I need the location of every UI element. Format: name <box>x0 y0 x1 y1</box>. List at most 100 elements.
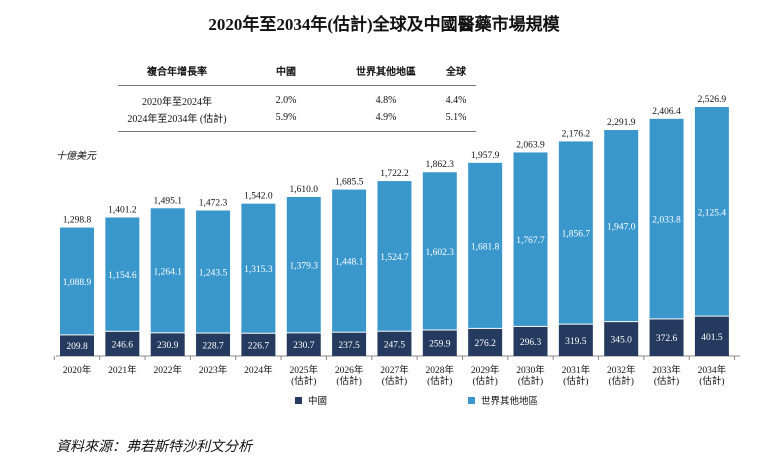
x-tick-label: (估計) <box>654 375 679 387</box>
x-tick-label: 2031年 <box>562 364 591 376</box>
label-rest-of-world: 2,033.8 <box>652 216 681 226</box>
label-total: 1,610.0 <box>290 185 319 195</box>
label-china: 230.9 <box>157 341 179 351</box>
label-rest-of-world: 1,264.1 <box>153 267 182 277</box>
label-rest-of-world: 1,088.9 <box>63 278 92 288</box>
bar-rest-of-world <box>150 208 185 333</box>
bar-china <box>422 330 457 356</box>
bar-china <box>105 331 140 356</box>
label-rest-of-world: 1,315.3 <box>244 265 273 275</box>
x-tick-label: 2034年 <box>698 364 727 376</box>
label-total: 2,063.9 <box>516 140 545 150</box>
cell: 4.9% <box>336 109 436 132</box>
label-total: 1,401.2 <box>108 205 137 215</box>
bar-china <box>241 333 276 356</box>
bar-rest-of-world <box>241 203 276 333</box>
x-tick-label: (估計) <box>563 375 588 387</box>
bar-rest-of-world <box>377 181 412 331</box>
label-rest-of-world: 1,856.7 <box>562 230 591 240</box>
label-rest-of-world: 1,767.7 <box>516 236 545 246</box>
x-tick-label: (估計) <box>472 375 497 387</box>
label-china: 246.6 <box>112 340 134 350</box>
x-tick-label: (估計) <box>518 375 543 387</box>
x-tick-label: (估計) <box>609 375 634 387</box>
bar-rest-of-world <box>332 189 367 332</box>
header-cagr: 複合年增長率 <box>118 60 236 86</box>
cell: 5.1% <box>436 109 476 132</box>
x-tick-label: (估計) <box>699 375 724 387</box>
bar-rest-of-world <box>604 130 639 322</box>
bar-china <box>468 328 503 356</box>
label-total: 1,685.5 <box>335 178 364 188</box>
bar-china <box>60 335 94 356</box>
label-china: 247.5 <box>384 340 406 350</box>
bar-rest-of-world <box>694 107 729 316</box>
cell: 4.8% <box>375 95 397 106</box>
label-total: 2,291.9 <box>607 118 636 128</box>
legend-swatch <box>468 397 475 404</box>
bar-rest-of-world <box>513 152 548 326</box>
label-total: 1,722.2 <box>380 169 409 179</box>
label-china: 401.5 <box>701 333 723 343</box>
label-china: 372.6 <box>656 334 678 344</box>
source-note: 資料來源：弗若斯特沙利文分析 <box>56 440 252 455</box>
x-tick-label: (估計) <box>336 375 361 387</box>
label-china: 228.7 <box>202 341 224 351</box>
cell: 2020年至2024年 <box>142 97 212 108</box>
bar-china <box>558 324 593 356</box>
x-tick-label: 2024年 <box>244 364 273 376</box>
label-rest-of-world: 1,602.3 <box>426 248 455 258</box>
table-row: 2024年至2034年 (估計) 5.9% 4.9% 5.1% <box>118 109 476 132</box>
label-china: 296.3 <box>520 338 542 348</box>
bar-china <box>604 322 639 356</box>
bar-rest-of-world <box>105 217 140 331</box>
label-china: 259.9 <box>429 340 451 350</box>
label-china: 230.7 <box>293 341 315 351</box>
cell: 2024年至2034年 (估計) <box>118 109 236 132</box>
bar-china <box>196 333 231 356</box>
label-total: 1,495.1 <box>153 196 182 206</box>
label-china: 209.8 <box>66 342 88 352</box>
label-total: 1,957.9 <box>471 151 500 161</box>
x-tick-label: 2023年 <box>199 364 228 376</box>
label-total: 1,298.8 <box>63 216 92 226</box>
x-tick-label: (估計) <box>427 375 452 387</box>
cell: 4.4% <box>445 95 467 106</box>
label-total: 1,472.3 <box>199 199 228 209</box>
x-tick-label: 2028年 <box>426 364 455 376</box>
label-china: 319.5 <box>565 337 587 347</box>
bar-china <box>150 333 185 356</box>
bar-rest-of-world <box>60 227 94 335</box>
x-tick-label: 2029年 <box>471 364 500 376</box>
legend-swatch <box>295 397 302 404</box>
bar-china <box>332 332 367 356</box>
x-tick-label: 2032年 <box>607 364 636 376</box>
cell: 5.9% <box>236 109 336 132</box>
bar-china <box>377 331 412 356</box>
x-tick-label: 2026年 <box>335 364 364 376</box>
header-rest: 世界其他地區 <box>336 60 436 86</box>
bar-china <box>649 319 684 356</box>
page-title: 2020年至2034年(估計)全球及中國醫藥市場規模 <box>208 15 560 34</box>
legend-label: 世界其他地區 <box>481 395 538 407</box>
bar-china <box>694 316 729 356</box>
label-rest-of-world: 1,681.8 <box>471 242 500 252</box>
label-total: 1,542.0 <box>244 192 273 202</box>
x-tick-label: 2022年 <box>153 364 182 376</box>
bar-rest-of-world <box>649 118 684 319</box>
table-row: 2020年至2024年 2.0% 4.8% 4.4% <box>118 86 476 110</box>
label-rest-of-world: 2,125.4 <box>698 208 727 218</box>
bar-rest-of-world <box>468 162 503 328</box>
label-total: 2,526.9 <box>698 95 727 105</box>
label-china: 237.5 <box>338 341 360 351</box>
header-china: 中國 <box>236 60 336 86</box>
cell: 2.0% <box>275 95 297 106</box>
label-rest-of-world: 1,379.3 <box>290 262 319 272</box>
legend-label: 中國 <box>308 395 327 407</box>
label-total: 2,176.2 <box>562 129 591 139</box>
x-tick-label: (估計) <box>291 375 316 387</box>
label-china: 276.2 <box>474 339 496 349</box>
x-tick-label: 2025年 <box>289 364 318 376</box>
bar-rest-of-world <box>196 210 231 333</box>
x-tick-label: 2033年 <box>652 364 681 376</box>
